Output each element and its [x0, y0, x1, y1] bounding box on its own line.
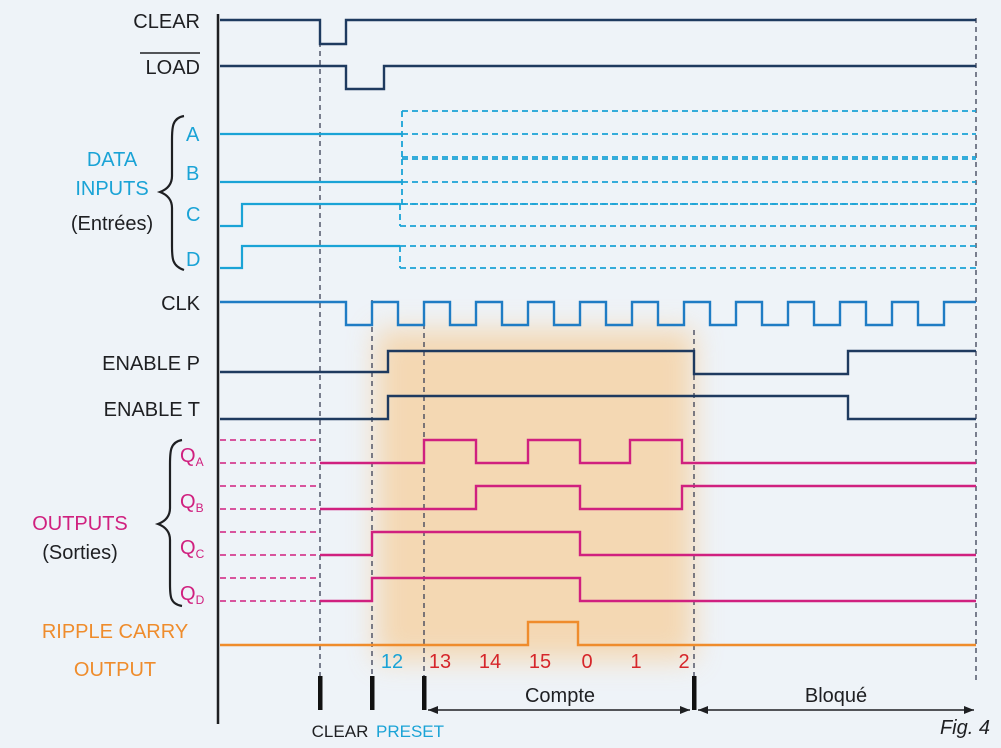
qc-waveform: [320, 530, 976, 557]
figure-label: Fig. 4: [940, 717, 990, 739]
enable-p-label: ENABLE P: [102, 353, 200, 375]
qb-dashed: [220, 485, 320, 510]
data-a-dashed: [401, 110, 976, 158]
ripple-carry-waveform: [220, 620, 976, 647]
qa-waveform: [320, 438, 976, 465]
data-title-3: (Entrées): [71, 213, 153, 235]
count-15: 15: [529, 651, 551, 673]
marker-count-end: [692, 676, 697, 710]
qd-dashed: [220, 577, 320, 602]
enable-p-waveform: [220, 349, 976, 376]
clk-waveform: [220, 300, 976, 327]
count-12: 12: [381, 651, 403, 673]
compte-label: Compte: [525, 685, 595, 707]
outputs-title-2: (Sorties): [42, 542, 118, 564]
data-c-label: C: [186, 204, 200, 226]
ripple-title-1: RIPPLE CARRY: [42, 621, 188, 643]
outputs-solid: [320, 438, 976, 603]
qa-dashed: [220, 439, 320, 464]
data-a-label: A: [186, 124, 200, 146]
data-dashed: [399, 110, 976, 269]
data-b-label: B: [186, 163, 199, 185]
ripple-title-2: OUTPUT: [74, 659, 156, 681]
data-brace: [156, 114, 185, 272]
data-waveforms: [220, 132, 402, 270]
clear-waveform: [220, 18, 976, 46]
data-title-2: INPUTS: [75, 178, 148, 200]
qb-label: QB: [180, 491, 204, 515]
bloque-arrow: [698, 706, 974, 714]
outputs-dashed: [220, 439, 320, 602]
clear-label: CLEAR: [133, 11, 200, 33]
qb-waveform: [320, 484, 976, 511]
data-d-label: D: [186, 249, 200, 271]
clk-label: CLK: [161, 293, 201, 315]
marker-clear: [318, 676, 323, 710]
count-14: 14: [479, 651, 501, 673]
clear-marker-label: CLEAR: [312, 722, 369, 741]
preset-marker-label: PRESET: [376, 722, 444, 741]
bottom-markers: [318, 676, 697, 710]
data-d-dashed: [399, 245, 976, 269]
qc-label: QC: [180, 537, 205, 561]
enable-t-label: ENABLE T: [104, 399, 200, 421]
marker-preset: [370, 676, 375, 710]
data-c-dashed: [399, 203, 976, 227]
count-0: 0: [581, 651, 592, 673]
data-d-solid: [220, 244, 400, 270]
qd-label: QD: [180, 583, 205, 607]
qc-dashed: [220, 531, 320, 556]
load-label: LOAD: [146, 57, 200, 79]
outputs-brace: [154, 438, 183, 608]
load-waveform: [220, 64, 976, 91]
count-2: 2: [678, 651, 689, 673]
count-1: 1: [630, 651, 641, 673]
enable-t-waveform: [220, 394, 976, 421]
outputs-title-1: OUTPUTS: [32, 513, 128, 535]
data-c-solid: [220, 202, 400, 228]
qd-waveform: [320, 576, 976, 603]
data-b-dashed: [401, 158, 976, 205]
bloque-label: Bloqué: [805, 685, 867, 707]
count-13: 13: [429, 651, 451, 673]
highlight-rect: [376, 330, 694, 660]
highlight-band: [376, 330, 694, 660]
data-title-1: DATA: [87, 149, 138, 171]
compte-arrow: [428, 706, 690, 714]
marker-count-start: [422, 676, 427, 710]
qa-label: QA: [180, 445, 204, 469]
